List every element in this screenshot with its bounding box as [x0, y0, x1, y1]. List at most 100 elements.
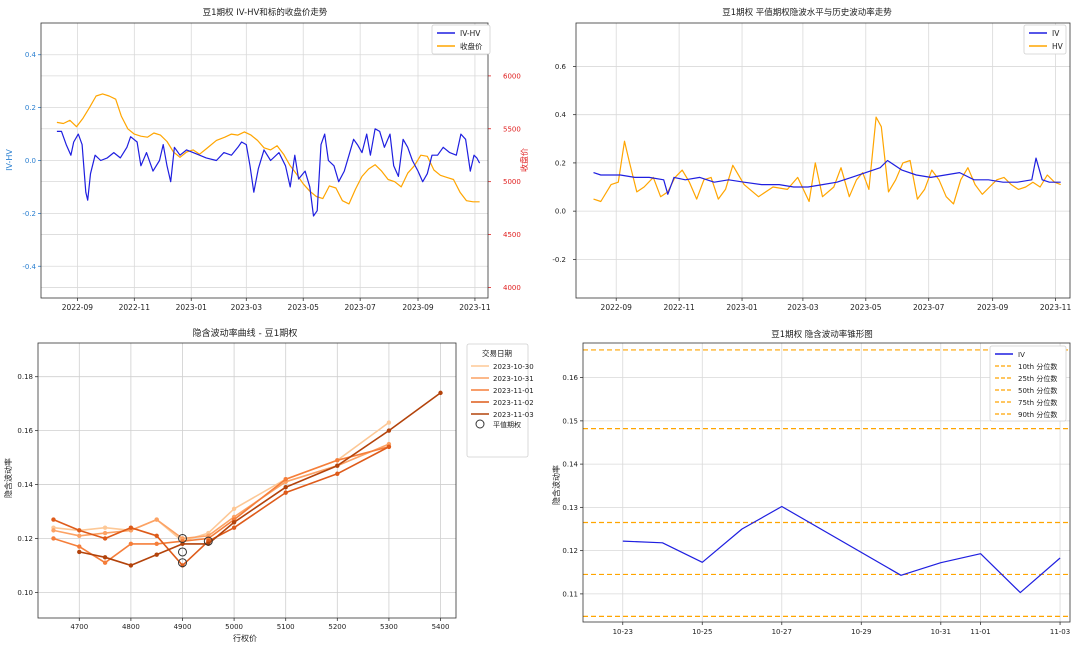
- legend-label-p90: 90th 分位数: [1018, 410, 1057, 419]
- x-tick-label: 2023-07: [913, 303, 945, 312]
- smile-point: [77, 544, 82, 549]
- legend-label-1030: 2023-10-30: [493, 363, 534, 371]
- legend-label-hv: HV: [1052, 42, 1064, 51]
- x-tick-label: 10-31: [931, 628, 951, 636]
- x-tick-label: 11-03: [1050, 628, 1070, 636]
- series-layer: [583, 349, 1070, 617]
- smile-point: [335, 463, 340, 468]
- legend-label-ivhv: IV-HV: [460, 29, 481, 38]
- chart-title: 豆1期权 隐含波动率锥形图: [771, 329, 873, 340]
- x-tick-label: 2023-03: [231, 303, 263, 312]
- grid-lines: [41, 23, 488, 298]
- legend-label-atm: 平值期权: [493, 420, 521, 429]
- y2-tick-label: 5000: [503, 178, 521, 186]
- y-tick-label: -0.2: [552, 256, 566, 264]
- chart-iv-smile: 4700 4800 4900 5000 5100 5200 5300 5400 0.10 0.12…: [3, 327, 534, 643]
- y-tick-label: 0.10: [17, 589, 33, 597]
- y-tick-label: 0.15: [562, 417, 578, 425]
- y-tick-label: 0.2: [25, 104, 36, 112]
- smile-point: [283, 485, 288, 490]
- x-tick-label: 5300: [380, 623, 398, 631]
- legend-label-1103: 2023-11-03: [493, 411, 534, 419]
- y-tick-label: 0.16: [17, 427, 33, 435]
- y-tick-label: 0.4: [25, 51, 37, 59]
- y-tick-label: 0.12: [562, 547, 578, 555]
- legend-box: [466, 343, 529, 458]
- grid-lines: [583, 343, 1070, 622]
- atm-marker: [177, 547, 187, 557]
- smile-point: [154, 533, 159, 538]
- y-tick-label: 0.14: [562, 461, 578, 469]
- y-axis-label: 隐含波动率: [3, 458, 13, 498]
- y-axis-label: IV-HV: [5, 149, 14, 171]
- axes-layer: 2022-09 2022-11 2023-01 2023-03 2023-05 2023-…: [22, 22, 521, 312]
- y-tick-label: 0.6: [555, 63, 567, 71]
- smile-point: [154, 517, 159, 522]
- x-tick-label: 4800: [122, 623, 140, 631]
- y2-tick-label: 6000: [503, 72, 521, 80]
- grid-lines: [576, 23, 1070, 298]
- x-tick-label: 4900: [174, 623, 192, 631]
- legend: IV HV: [1023, 24, 1067, 55]
- smile-point: [102, 560, 108, 565]
- smile-point: [154, 541, 159, 547]
- smile-point: [102, 525, 108, 530]
- chart-title: 豆1期权 平值期权隐波水平与历史波动率走势: [722, 7, 892, 18]
- y-tick-label: 0.2: [555, 159, 566, 167]
- x-tick-label: 2022-11: [119, 303, 151, 312]
- y-tick-label: 0.12: [17, 535, 33, 543]
- plot-frame: [575, 22, 1071, 299]
- x-tick-label: 10-23: [613, 628, 633, 636]
- plot-frame: [582, 342, 1071, 623]
- line-iv-hv: [56, 128, 481, 217]
- legend-label-p25: 25th 分位数: [1018, 374, 1057, 383]
- x-tick-label: 2022-09: [601, 303, 633, 312]
- smile-point: [102, 555, 108, 560]
- y-tick-label: 0.0: [555, 208, 566, 216]
- x-axis-label: 行权价: [233, 633, 257, 643]
- smile-point: [386, 420, 392, 425]
- smile-point: [128, 563, 134, 568]
- y2-tick-label: 4000: [503, 284, 521, 292]
- y-tick-label: 0.11: [562, 590, 578, 598]
- legend-label-1102: 2023-11-02: [493, 399, 534, 407]
- grid-lines: [38, 343, 456, 618]
- y-tick-label: -0.2: [22, 210, 36, 218]
- smile-point: [51, 536, 56, 541]
- y-tick-label: 0.4: [555, 111, 567, 119]
- y-axis-label: 隐含波动率: [551, 465, 561, 505]
- smile-point: [102, 530, 108, 536]
- smile-point: [335, 471, 340, 476]
- chart-title: 豆1期权 IV-HV和标的收盘价走势: [203, 7, 328, 18]
- atm-marker: [203, 536, 213, 546]
- y-tick-label: 0.0: [25, 157, 36, 165]
- y-tick-label: 0.16: [562, 374, 578, 382]
- legend-label-iv: IV: [1052, 29, 1060, 38]
- chart-ivhv-close: 2022-09 2022-11 2023-01 2023-03 2023-05 2023-…: [5, 7, 529, 312]
- x-tick-label: 2023-05: [850, 303, 882, 312]
- legend-label-close: 收盘价: [460, 41, 483, 51]
- x-tick-label: 2023-01: [726, 303, 758, 312]
- x-tick-label: 2022-11: [663, 303, 695, 312]
- legend-title: 交易日期: [482, 348, 512, 358]
- smile-point: [51, 517, 56, 522]
- x-tick-label: 10-29: [851, 628, 871, 636]
- y-tick-label: 0.18: [17, 373, 33, 381]
- legend-label-1101: 2023-11-01: [493, 387, 534, 395]
- smile-point: [128, 525, 134, 530]
- legend-label-p10: 10th 分位数: [1018, 362, 1057, 371]
- chart-iv-cone: 10-23 10-25 10-27 10-29 10-31 11-01 11-03 0.11 0…: [551, 329, 1071, 636]
- x-tick-label: 2023-05: [288, 303, 320, 312]
- legend-box: [1023, 24, 1067, 55]
- x-tick-label: 10-25: [692, 628, 712, 636]
- smile-point: [438, 390, 443, 396]
- legend-box: [431, 24, 491, 55]
- smile-point: [231, 525, 237, 530]
- series-layer: [51, 390, 443, 568]
- y-tick-label: 0.14: [17, 481, 33, 489]
- line-hv: [593, 116, 1061, 205]
- chart-atm-iv-hv: 2022-09 2022-11 2023-01 2023-03 2023-05 2023-…: [552, 7, 1071, 312]
- x-tick-label: 2023-07: [344, 303, 376, 312]
